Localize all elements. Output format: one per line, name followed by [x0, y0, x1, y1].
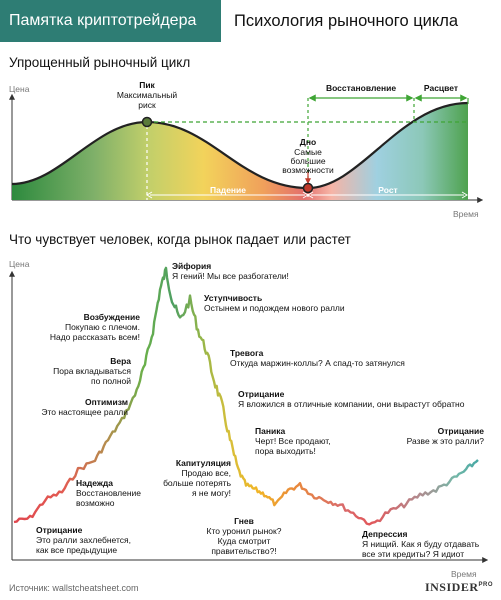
emotion-excitement-title: Возбуждение: [84, 312, 141, 322]
emotion-anxiety-title: Тревога: [230, 348, 264, 358]
peak-text-1: Максимальный: [117, 90, 177, 100]
emotion-denial-2-title: Отрицание: [238, 389, 285, 399]
emotion-denial-3-title: Отрицание: [438, 426, 485, 436]
emotions-section-title: Что чувствует человек, когда рынок падае…: [9, 232, 351, 247]
header-badge: Памятка криптотрейдера: [0, 0, 221, 42]
emotion-complacency-text: Остынем и подождем нового ралли: [204, 303, 345, 313]
emotion-depression-title: Депрессия: [362, 529, 408, 539]
peak-title: Пик: [139, 80, 155, 90]
emotion-denial-1-title: Отрицание: [36, 525, 83, 535]
cycle-wave-line: [11, 101, 469, 190]
emotion-panic-text-2: пора выходить!: [255, 446, 316, 456]
emotions-x-label: Время: [451, 569, 477, 579]
emotion-anger-text-3: правительство?!: [211, 546, 276, 556]
emotion-euphoria-title: Эйфория: [172, 261, 211, 271]
bottom-dot: [302, 182, 314, 194]
emotion-depression-text-2: все эти кредиты? Я идиот: [362, 549, 464, 559]
emotion-euphoria-text: Я гений! Мы все разбогатели!: [172, 271, 289, 281]
source-note: Источник: wallstcheatsheet.com: [9, 583, 139, 593]
emotion-complacency-title: Уступчивость: [204, 293, 262, 303]
emotion-depression-text-1: Я нищий. Как я буду отдавать: [362, 539, 480, 549]
growth-label: Рост: [378, 185, 397, 195]
cycle-chart: Цена Время Пик Максимальный риск Дно Сам…: [9, 80, 484, 219]
page-title: Психология рыночного цикла: [234, 12, 459, 30]
emotion-panic-title: Паника: [255, 426, 285, 436]
emotion-hope-text-1: Восстановление: [76, 488, 141, 498]
emotion-hope-text-2: возможно: [76, 498, 115, 508]
emotion-excitement-text-1: Покупаю с плечом.: [65, 322, 140, 332]
emotion-optimism-text: Это настоящее ралли: [41, 407, 128, 417]
cycle-section-title: Упрощенный рыночный цикл: [9, 55, 191, 70]
emotion-anger-text-1: Кто уронил рынок?: [207, 526, 282, 536]
fall-label: Падение: [210, 185, 246, 195]
peak-dot: [141, 116, 153, 128]
emotions-y-label: Цена: [9, 259, 30, 269]
emotion-denial-3-text: Разве ж это ралли?: [407, 436, 485, 446]
cycle-wave-area: [12, 103, 468, 200]
emotion-hope-title: Надежда: [76, 478, 113, 488]
emotion-belief-title: Вера: [110, 356, 131, 366]
emotion-capitulation-text-1: Продаю все,: [181, 468, 231, 478]
emotion-capitulation-text-3: я не могу!: [192, 488, 231, 498]
bottom-text-3: возможности: [282, 165, 334, 175]
emotion-capitulation-title: Капитуляция: [176, 458, 231, 468]
emotion-anger-text-2: Куда смотрит: [218, 536, 271, 546]
emotion-optimism-title: Оптимизм: [85, 397, 128, 407]
bottom-title: Дно: [300, 137, 316, 147]
emotion-anger-title: Гнев: [234, 516, 254, 526]
bottom-text-1: Самые: [294, 147, 322, 157]
emotion-denial-2-text: Я вложился в отличные компании, они выра…: [238, 399, 465, 409]
bottom-text-2: большие: [290, 156, 325, 166]
emotion-belief-text-1: Пора вкладываться: [53, 366, 131, 376]
recovery-label: Восстановление: [326, 83, 396, 93]
emotion-denial-1-text-1: Это ралли захлебнется,: [36, 535, 131, 545]
emotion-excitement-text-2: Надо рассказать всем!: [50, 332, 140, 342]
boom-label: Расцвет: [424, 83, 458, 93]
emotions-chart: Цена Время Эйфория Я гений! Мы все разбо…: [9, 259, 489, 579]
brand-logo: INSIDERPRO: [424, 580, 493, 594]
cycle-y-label: Цена: [9, 84, 30, 94]
emotion-capitulation-text-2: больше потерять: [163, 478, 232, 488]
emotions-price-line: [13, 266, 479, 526]
peak-text-2: риск: [138, 100, 156, 110]
emotion-anxiety-text: Откуда маржин-коллы? А спад-то затянулся: [230, 358, 405, 368]
emotion-panic-text-1: Черт! Все продают,: [255, 436, 331, 446]
emotion-belief-text-2: по полной: [91, 376, 131, 386]
emotion-denial-1-text-2: как все предыдущие: [36, 545, 117, 555]
cycle-x-label: Время: [453, 209, 479, 219]
